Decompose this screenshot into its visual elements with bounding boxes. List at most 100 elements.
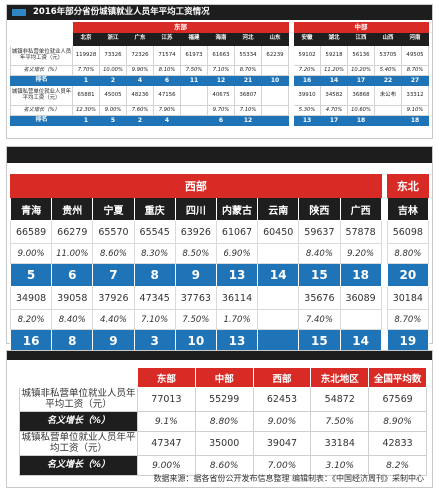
table-cell: 8.20% <box>9 309 53 330</box>
table-cell: 2 <box>99 75 127 86</box>
province-name: 河南 <box>401 32 429 46</box>
table-cell: 9.10% <box>401 105 429 116</box>
row-label: 名义增长（%） <box>10 105 73 116</box>
table-cell: 27 <box>401 75 429 86</box>
nonprivate-growth-row: 名义增长（%） 9.1% 8.80% 9.00% 7.50% 8.90% <box>19 411 427 432</box>
table-cell: 71574 <box>153 45 181 66</box>
province-name: 安徽 <box>293 32 321 46</box>
table-cell <box>257 286 300 310</box>
province-name: 江苏 <box>153 32 181 46</box>
province-name: 宁夏 <box>92 197 135 221</box>
table-cell: 10.60% <box>347 105 375 116</box>
table-cell: 48236 <box>126 85 154 106</box>
table-cell: 1 <box>72 75 100 86</box>
west-northeast-panel: 西部 东北 青海 贵州 宁夏 重庆 四川 内蒙古 云南 陕西 广西 吉林 66589 66279 65… <box>6 146 433 353</box>
region-column-header: 东北地区 <box>310 367 370 388</box>
private-wage-row: 城镇私营单位就业人员年平均工资（元） 47347 35000 39047 33184 42… <box>19 431 427 456</box>
table-cell: 9 <box>174 263 217 287</box>
table-cell: 18 <box>401 115 429 126</box>
table-cell: 7.70% <box>72 65 100 76</box>
table-cell: 4.70% <box>320 105 348 116</box>
nonprivate-wage-row: 66589 66279 65570 65545 63926 61067 60450 59637… <box>9 220 430 244</box>
private-wage-row: 34908 39058 37926 47345 37763 36114 35676 36089… <box>9 286 430 310</box>
nonprivate-rank-row: 排名 1 2 4 6 11 12 21 10 16 14 17 22 27 <box>10 75 429 86</box>
table-cell: 7.20% <box>293 65 321 76</box>
table-cell: 13 <box>215 263 259 287</box>
table-cell: 9.90% <box>126 65 154 76</box>
table-cell: 7.90% <box>153 105 181 116</box>
table-cell: 47345 <box>133 286 176 310</box>
table-cell <box>374 105 402 116</box>
region-column-header: 中部 <box>194 367 254 388</box>
table-cell: 20 <box>386 263 430 287</box>
east-central-table: 东部 中部 北京 浙江 广东 江苏 福建 海南 河北 山东 安徽 湖北 江西 山西 河南 城镇非私营单位… <box>10 22 429 126</box>
table-cell: 4 <box>126 75 154 86</box>
table-cell: 9.00% <box>252 411 312 432</box>
table-cell: 55299 <box>194 387 254 412</box>
table-cell: 17 <box>320 115 348 126</box>
panel-top-bar <box>7 147 432 163</box>
table-cell: 5 <box>9 263 53 287</box>
table-cell: 36868 <box>347 85 375 106</box>
table-cell <box>180 85 208 106</box>
table-cell: 8.80% <box>386 243 430 264</box>
table-cell: 39047 <box>252 431 312 456</box>
table-cell: 66279 <box>51 220 94 244</box>
private-wage-row: 城镇私营单位就业人员年平均工资（元） 65881 45005 48236 47156 40… <box>10 85 429 106</box>
row-label: 排名 <box>10 75 73 86</box>
table-cell: 7.50% <box>180 65 208 76</box>
table-cell: 15 <box>298 329 341 353</box>
table-cell: 8.60% <box>92 243 135 264</box>
table-cell: 8.50% <box>174 243 217 264</box>
row-label: 名义增长（%） <box>10 65 73 76</box>
table-cell: 10.00% <box>99 65 127 76</box>
table-cell: 8.70% <box>386 309 430 330</box>
table-cell: 72326 <box>126 45 154 66</box>
table-cell: 13 <box>215 329 259 353</box>
table-cell: 63926 <box>174 220 217 244</box>
column-gap <box>381 220 388 244</box>
table-cell: 5.30% <box>293 105 321 116</box>
table-cell: 59218 <box>320 45 348 66</box>
table-cell: 39058 <box>51 286 94 310</box>
table-cell: 16 <box>9 329 53 353</box>
region-header-row: 西部 东北 <box>10 174 430 198</box>
province-name: 海南 <box>207 32 235 46</box>
province-name: 福建 <box>180 32 208 46</box>
table-cell: 7.50% <box>174 309 217 330</box>
province-name: 广东 <box>126 32 154 46</box>
province-name: 河北 <box>234 32 262 46</box>
private-growth-row: 名义增长（%） 12.30% 9.00% 7.60% 7.90% 9.70% 7.10% 5.… <box>10 105 429 116</box>
table-cell: 57878 <box>339 220 382 244</box>
province-header-row: 青海 贵州 宁夏 重庆 四川 内蒙古 云南 陕西 广西 吉林 <box>9 197 430 221</box>
table-cell: 40675 <box>207 85 235 106</box>
nonprivate-rank-row: 5 6 7 8 9 13 14 15 18 20 <box>9 263 430 287</box>
table-cell <box>374 115 402 126</box>
panel-title: 2016年部分省份城镇就业人员年平均工资情况 <box>33 7 210 17</box>
province-name: 山东 <box>261 32 289 46</box>
panel-title-bar: 2016年部分省份城镇就业人员年平均工资情况 <box>7 5 432 20</box>
table-cell: 56098 <box>386 220 430 244</box>
table-cell: 34582 <box>320 85 348 106</box>
nonprivate-wage-row: 城镇非私营单位就业人员年平均工资（元） 119928 73326 72326 71574… <box>10 45 429 66</box>
table-cell: 77013 <box>137 387 196 412</box>
row-label: 城镇非私营单位就业人员年平均工资（元） <box>19 387 138 412</box>
regional-average-panel: 东部 中部 西部 东北地区 全国平均数 城镇非私营单位就业人员年平均工资（元） 77013… <box>6 350 433 488</box>
row-label: 排名 <box>10 115 73 126</box>
table-cell: 18 <box>339 263 382 287</box>
table-cell: 8.90% <box>368 411 427 432</box>
province-name: 吉林 <box>386 197 430 221</box>
panel-top-bar <box>7 351 432 360</box>
table-cell: 9.00% <box>9 243 53 264</box>
table-cell: 8.70% <box>234 65 262 76</box>
province-name: 北京 <box>72 32 100 46</box>
table-cell: 14 <box>320 75 348 86</box>
table-cell: 7.40% <box>298 309 341 330</box>
table-cell: 35000 <box>194 431 254 456</box>
table-cell: 11.00% <box>51 243 94 264</box>
region-column-header: 东部 <box>137 367 196 388</box>
province-name: 内蒙古 <box>215 197 259 221</box>
table-cell: 61067 <box>215 220 259 244</box>
table-cell: 1 <box>72 115 100 126</box>
